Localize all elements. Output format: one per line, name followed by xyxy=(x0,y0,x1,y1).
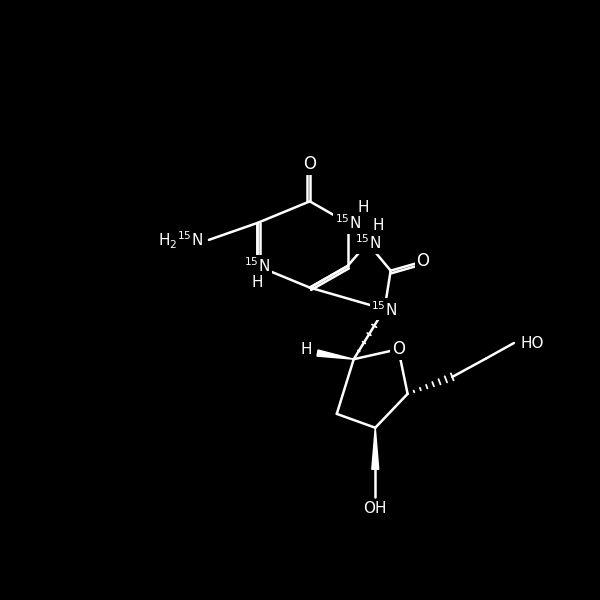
Text: $^{15}$N: $^{15}$N xyxy=(335,214,361,232)
Text: HO: HO xyxy=(520,335,544,350)
Text: H: H xyxy=(252,275,263,290)
Text: O: O xyxy=(392,340,405,358)
Text: O: O xyxy=(416,253,430,271)
Text: $^{15}$N: $^{15}$N xyxy=(244,257,271,275)
Text: $^{15}$N: $^{15}$N xyxy=(371,300,398,319)
Text: H$_2$$^{15}$N: H$_2$$^{15}$N xyxy=(158,229,203,251)
Text: O: O xyxy=(304,155,316,173)
Polygon shape xyxy=(372,428,379,469)
Text: H: H xyxy=(357,200,368,215)
Text: H: H xyxy=(373,218,384,233)
Text: OH: OH xyxy=(364,501,387,516)
Text: H: H xyxy=(301,343,313,358)
Text: $^{15}$N: $^{15}$N xyxy=(355,233,380,252)
Polygon shape xyxy=(317,350,354,359)
